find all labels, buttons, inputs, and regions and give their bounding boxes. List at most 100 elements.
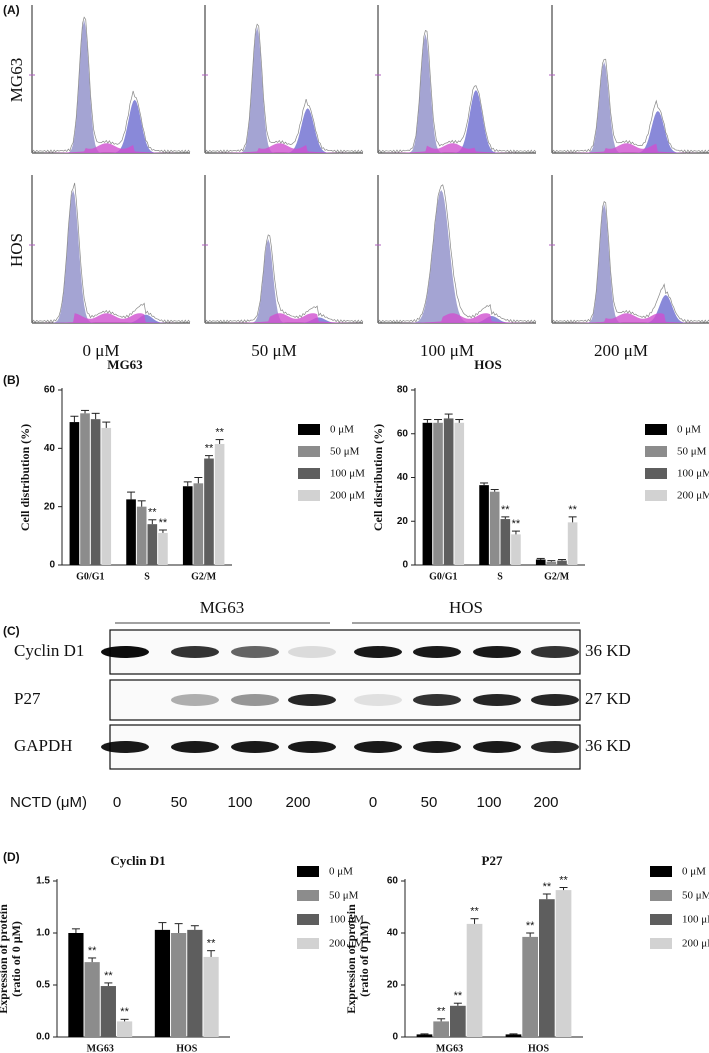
legend-label: 200 μM [677,490,709,502]
bar [539,899,555,1037]
bar [147,524,158,565]
lane-axis-label: NCTD (μM) [10,794,87,811]
g1-peak [378,190,536,323]
bar [466,923,483,1037]
band [171,741,219,753]
x-tick-label: G0/G1 [429,571,457,582]
bar [158,532,168,565]
band [171,694,219,706]
bar [557,560,567,565]
chart-title: P27 [482,853,503,868]
legend-label: 200 μM [329,938,364,950]
bar [500,519,511,565]
significance: ** [512,518,521,530]
y-axis-label: Cell distribution (%) [371,424,385,531]
y-axis-label: Expression of protein [0,904,10,1014]
band [231,741,279,753]
bar [546,561,557,565]
histogram-outline [204,234,364,324]
x-tick-label: G2/M [191,571,217,582]
band [231,694,279,706]
s-phase [32,313,190,323]
significance: ** [148,507,157,519]
x-tick-label: HOS [528,1043,550,1053]
legend-swatch [297,914,319,925]
band [473,741,521,753]
y-tick-label: 20 [397,516,409,527]
histogram-outline [551,58,709,154]
legend-label: 200 μM [682,938,709,950]
legend-label: 100 μM [677,468,709,480]
s-phase [552,143,709,153]
bar [450,1005,466,1037]
significance: ** [159,517,168,529]
s-phase [32,143,190,153]
lane-label: 0 [113,794,121,811]
band [531,646,579,658]
y-tick-label: 0 [392,1032,398,1043]
band [473,694,521,706]
y-tick-label: 1.0 [36,928,50,939]
group-label: HOS [449,598,483,617]
histogram-outline [551,201,709,324]
legend-swatch [298,424,320,435]
histogram-outline [377,184,537,324]
band [354,741,402,753]
lane-label: 100 [227,794,252,811]
significance: ** [470,906,479,918]
column-label: 200 μM [594,341,648,360]
bar [416,1034,433,1037]
legend-swatch [645,424,667,435]
legend-label: 50 μM [682,890,709,902]
y-tick-label: 60 [387,876,399,887]
bar [100,986,116,1037]
chart-title: HOS [474,357,501,372]
lane-label: 50 [171,794,188,811]
y-axis-label: (ratio of 0 μM) [9,921,23,997]
significance: ** [207,938,216,950]
legend-swatch [650,866,672,877]
column-label: 100 μM [420,341,474,360]
legend-swatch [645,490,667,501]
y-tick-label: 0 [49,560,55,571]
histogram-outline [204,23,364,154]
lane-label: 200 [533,794,558,811]
y-tick-label: 40 [397,472,409,483]
s-phase [552,313,709,323]
bar [193,483,204,565]
bar [511,534,521,565]
band [531,694,579,706]
legend-label: 0 μM [677,424,701,436]
s-phase [205,313,363,323]
band [354,646,402,658]
histogram-outline [31,16,191,154]
bar [203,956,219,1037]
band [171,646,219,658]
legend-swatch [297,890,319,901]
bar [204,458,214,565]
chart-title: MG63 [107,357,143,372]
panel-label: (A) [3,3,20,17]
legend-swatch [650,890,672,901]
legend-swatch [645,468,667,479]
bar [126,499,136,565]
x-tick-label: S [144,571,150,582]
legend-swatch [297,866,319,877]
x-tick-label: MG63 [436,1043,463,1053]
bar [116,1021,133,1037]
size-label: 36 KD [585,641,631,660]
legend-label: 50 μM [330,446,360,458]
bar [84,962,100,1037]
bar [505,1034,522,1037]
g2-peak [378,316,536,323]
panel-label: (D) [3,850,20,864]
group-label: MG63 [200,598,244,617]
y-tick-label: 20 [387,980,399,991]
g1-peak [32,190,190,323]
s-phase [378,143,536,153]
g1-peak [32,20,190,153]
band [413,646,461,658]
band [413,694,461,706]
y-tick-label: 60 [44,385,56,396]
bar [433,422,443,565]
